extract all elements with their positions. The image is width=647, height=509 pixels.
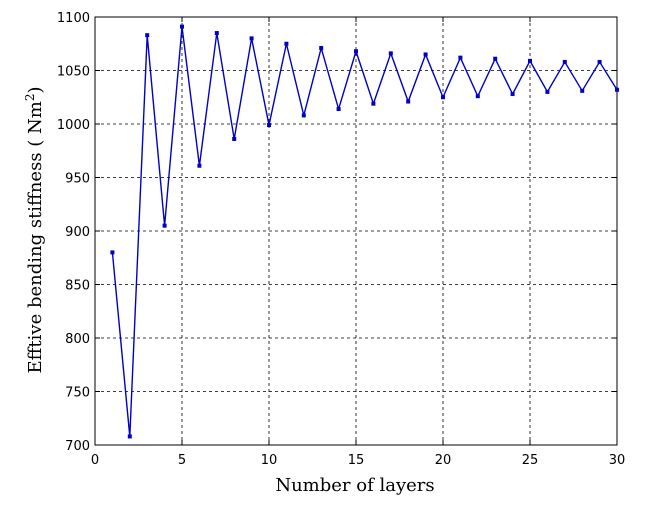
x-tick-label: 5 <box>178 453 186 468</box>
data-point <box>145 33 150 38</box>
x-tick-label: 15 <box>348 453 365 468</box>
data-point <box>562 59 567 64</box>
y-axis-title-main: Efftive bending stiffness ( Nm <box>25 101 46 373</box>
data-point <box>180 24 184 29</box>
data-point <box>249 36 254 41</box>
y-tick-label: 700 <box>65 439 90 454</box>
data-point <box>423 52 428 57</box>
x-tick-labels: 0 5 10 15 20 25 30 <box>91 453 625 468</box>
data-point <box>371 101 376 106</box>
y-tick-label: 900 <box>65 225 90 240</box>
data-point <box>267 123 271 128</box>
y-tick-label: 1000 <box>57 118 90 133</box>
x-tick-label: 30 <box>609 453 626 468</box>
data-point <box>580 88 585 93</box>
data-point <box>214 31 219 36</box>
data-point <box>336 107 341 112</box>
y-tick-label: 800 <box>65 332 90 347</box>
y-axis-title-close: ) <box>25 86 46 93</box>
y-axis-title: Efftive bending stiffness ( Nm2) <box>23 86 46 373</box>
data-point <box>615 87 619 92</box>
data-point <box>301 113 306 118</box>
y-tick-label: 850 <box>65 279 90 294</box>
data-point <box>545 89 550 94</box>
y-axis-title-superscript: 2 <box>23 94 37 102</box>
series-line <box>111 26 618 437</box>
data-point <box>197 163 202 168</box>
x-axis-title: Number of layers <box>275 475 434 496</box>
tick-marks <box>94 16 618 446</box>
data-point <box>127 434 132 439</box>
y-tick-label: 750 <box>65 386 90 401</box>
x-tick-label: 25 <box>522 453 539 468</box>
data-point <box>162 223 167 228</box>
y-tick-label: 1100 <box>57 11 90 26</box>
x-tick-label: 20 <box>435 453 452 468</box>
x-tick-label: 0 <box>91 453 99 468</box>
data-point <box>597 59 602 64</box>
series-points <box>110 24 619 439</box>
x-tick-label: 10 <box>261 453 278 468</box>
data-point <box>475 94 480 99</box>
data-point <box>354 49 358 54</box>
data-point <box>458 55 463 60</box>
data-point <box>232 136 237 141</box>
data-point <box>510 92 515 97</box>
data-point <box>441 95 445 100</box>
data-point <box>388 51 393 56</box>
y-tick-label: 950 <box>65 172 90 187</box>
y-tick-labels: 700 750 800 850 900 950 1000 1050 1100 <box>57 11 90 454</box>
y-tick-label: 1050 <box>57 65 90 80</box>
data-point <box>406 99 411 104</box>
data-point <box>319 46 324 51</box>
data-point <box>528 58 532 63</box>
data-point <box>110 250 115 255</box>
data-point <box>493 56 498 61</box>
grid <box>95 17 617 445</box>
data-point <box>284 41 289 46</box>
